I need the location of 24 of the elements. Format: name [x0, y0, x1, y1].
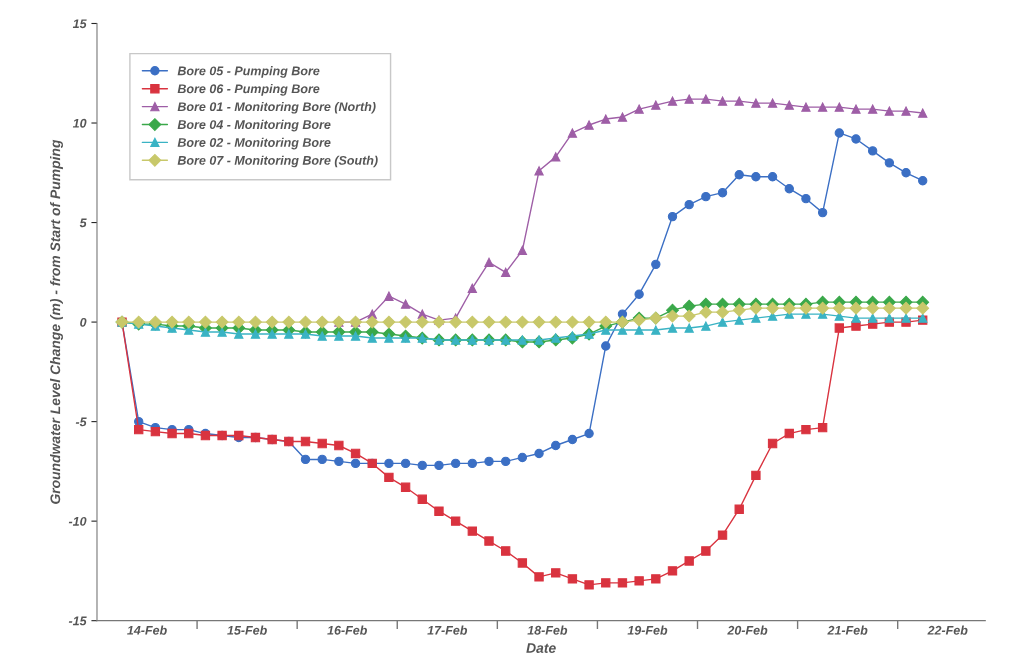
- legend-label: Bore 01 - Monitoring Bore (North): [177, 101, 376, 114]
- x-tick-label: 20-Feb: [727, 625, 768, 635]
- y-tick-label: -5: [75, 417, 87, 427]
- x-tick-label: 17-Feb: [427, 625, 468, 635]
- y-tick-label: -15: [68, 616, 87, 626]
- x-tick-label: 16-Feb: [327, 625, 367, 635]
- x-tick-label: 14-Feb: [127, 625, 167, 635]
- y-tick-label: 10: [72, 118, 87, 128]
- legend-label: Bore 04 - Monitoring Bore: [177, 119, 331, 132]
- legend-label: Bore 05 - Pumping Bore: [177, 66, 320, 78]
- x-tick-label: 15-Feb: [227, 625, 267, 635]
- y-axis-title: Groundwater Level Change (m) - from Start of Pumping: [50, 139, 63, 504]
- y-tick-label: -10: [68, 516, 87, 526]
- x-tick-label: 19-Feb: [627, 625, 668, 635]
- legend-label: Bore 07 - Monitoring Bore (South): [177, 155, 378, 168]
- x-tick-label: 21-Feb: [827, 625, 868, 635]
- x-axis-title: Date: [526, 643, 556, 653]
- legend-label: Bore 02 - Monitoring Bore: [177, 137, 331, 150]
- x-tick-label: 18-Feb: [527, 625, 568, 635]
- y-tick-label: 0: [80, 317, 87, 327]
- y-tick-label: 15: [72, 19, 87, 29]
- y-tick-label: 5: [79, 218, 87, 228]
- x-tick-label: 22-Feb: [927, 625, 968, 635]
- legend-label: Bore 06 - Pumping Bore: [177, 84, 320, 96]
